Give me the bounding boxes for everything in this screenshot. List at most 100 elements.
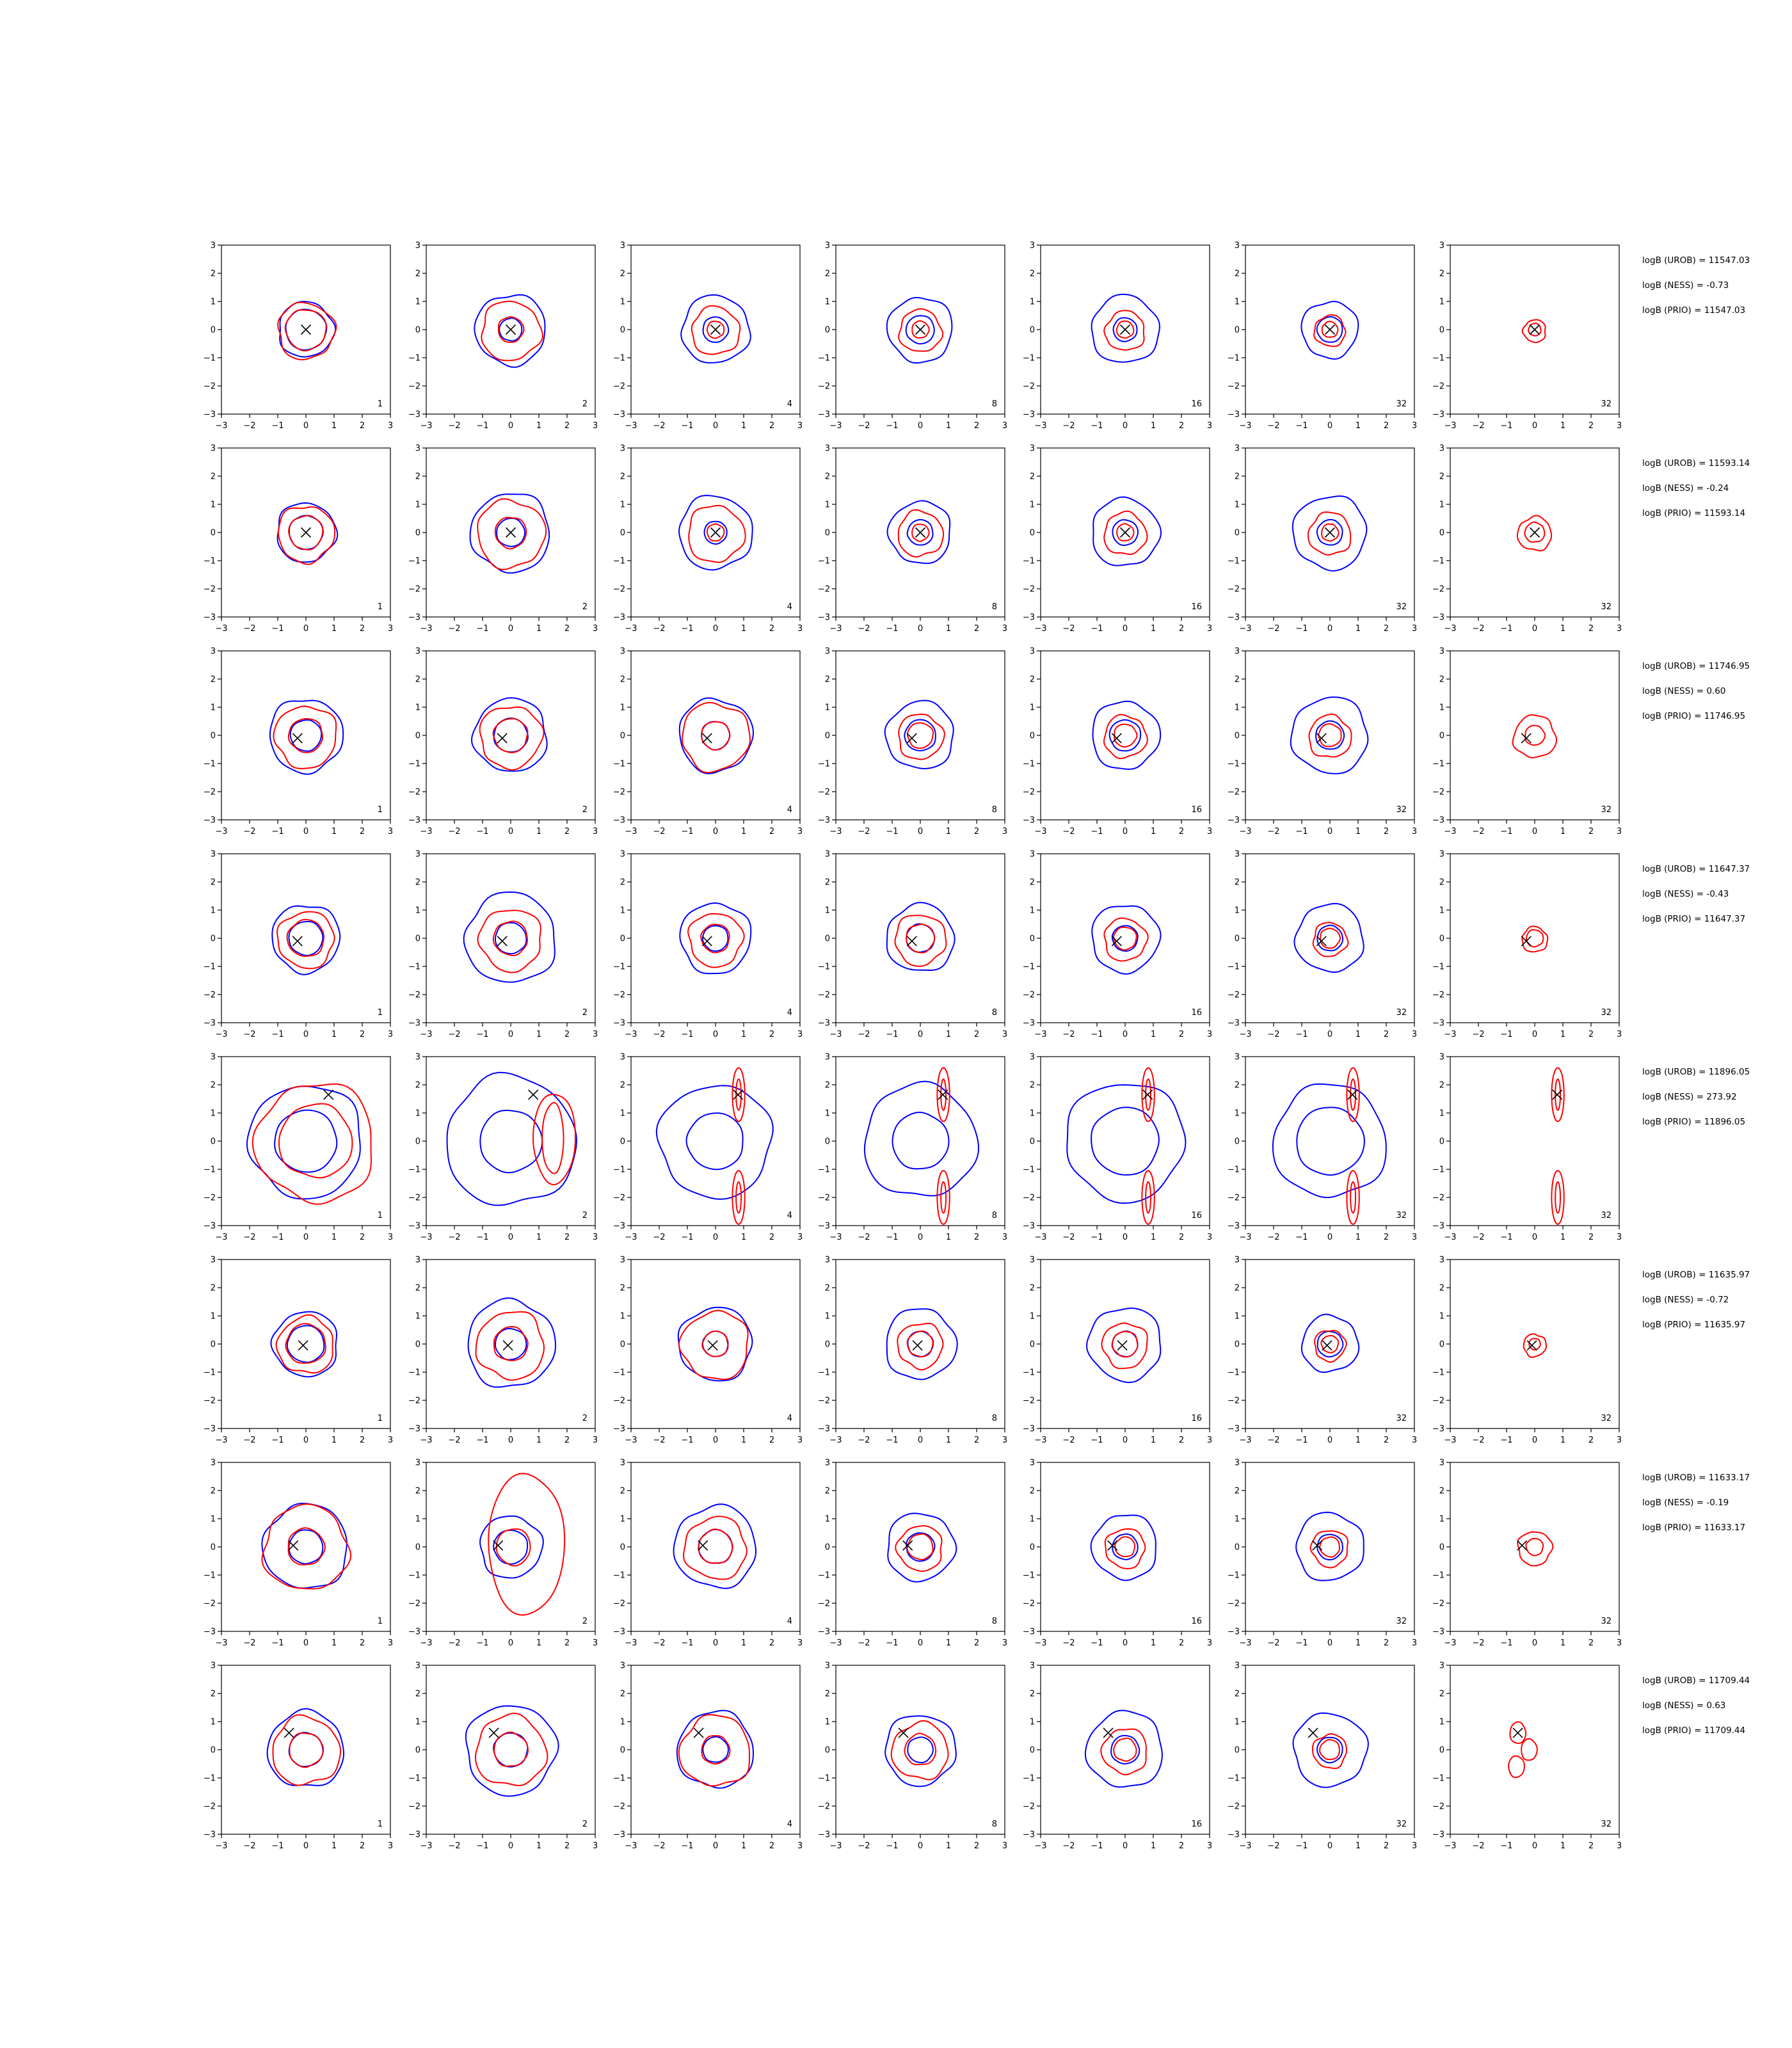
x-tick-label: 0 (1123, 624, 1128, 634)
blue-contour (673, 1503, 757, 1589)
subplot-r8-c2: −3 −2 −1 0 1 2 3 −3 −2 −1 0 1 2 3 2 (408, 1661, 598, 1852)
y-tick-label: 1 (1030, 906, 1035, 916)
true-parameter-marker (1111, 936, 1122, 947)
red-contour (474, 1713, 548, 1786)
log-bayes-ness-annotation: logB (NESS) = -0.19 (1642, 1498, 1729, 1508)
x-tick-label: −1 (476, 827, 488, 836)
log-bayes-ness-annotation: logB (NESS) = -0.43 (1642, 889, 1729, 899)
red-contour (278, 506, 336, 565)
x-tick-label: 3 (388, 1233, 393, 1242)
blue-contour (1112, 519, 1139, 547)
subplot-r8-c3: −3 −2 −1 0 1 2 3 −3 −2 −1 0 1 2 3 4 (613, 1661, 803, 1852)
y-tick-label: 1 (211, 906, 216, 916)
red-contour (1114, 1536, 1136, 1558)
x-tick-label: −1 (1295, 1841, 1308, 1851)
y-tick-label: 2 (415, 878, 420, 888)
true-parameter-marker (902, 1540, 913, 1551)
y-tick-label: 2 (1439, 269, 1444, 279)
y-tick-label: −2 (1432, 1599, 1444, 1609)
x-tick-label: −1 (1091, 827, 1103, 836)
red-contour (1525, 929, 1544, 948)
y-tick-label: 3 (825, 850, 830, 860)
y-tick-label: 2 (1439, 1081, 1444, 1091)
y-tick-label: 2 (620, 472, 625, 482)
red-contour (495, 1528, 531, 1567)
x-tick-label: 0 (918, 1030, 923, 1039)
y-tick-label: 0 (211, 732, 216, 741)
blue-contour (678, 495, 753, 571)
y-tick-label: 0 (825, 1137, 830, 1147)
y-tick-label: −1 (1432, 1774, 1444, 1784)
subplot-r7-c1: −3 −2 −1 0 1 2 3 −3 −2 −1 0 1 2 3 1 (204, 1459, 393, 1649)
iteration-label: 16 (1191, 1211, 1202, 1220)
x-tick-label: −2 (1472, 1638, 1484, 1648)
axes-frame (1245, 1056, 1415, 1226)
x-tick-label: 2 (769, 1233, 774, 1242)
x-tick-label: 0 (1327, 624, 1332, 634)
iteration-label: 16 (1191, 1008, 1202, 1018)
y-tick-label: −2 (204, 382, 216, 392)
y-tick-label: 0 (1235, 529, 1240, 538)
iteration-label: 1 (378, 1008, 383, 1018)
y-tick-label: 3 (1030, 647, 1035, 657)
red-contour (1116, 523, 1135, 541)
axes-frame (1450, 1665, 1620, 1835)
y-tick-label: 2 (825, 1487, 830, 1496)
y-tick-label: 2 (620, 1081, 625, 1091)
true-parameter-marker (1529, 527, 1540, 538)
x-tick-label: −3 (215, 827, 227, 836)
x-tick-label: −3 (1444, 1436, 1456, 1445)
x-tick-label: 3 (1207, 1841, 1212, 1851)
x-tick-label: 3 (797, 827, 803, 836)
y-tick-label: −2 (613, 788, 625, 797)
log-bayes-urob-annotation: logB (UROB) = 11647.37 (1642, 864, 1750, 874)
true-parameter-marker (898, 1727, 909, 1738)
y-tick-label: 3 (825, 1256, 830, 1265)
x-tick-label: 2 (1588, 1233, 1594, 1242)
y-tick-label: −1 (408, 1774, 420, 1784)
y-tick-label: −3 (818, 410, 830, 420)
blue-contour (1112, 317, 1138, 342)
iteration-label: 1 (378, 1820, 383, 1829)
x-tick-label: −3 (420, 1436, 432, 1445)
blue-contour (886, 902, 956, 972)
y-tick-label: 1 (1439, 1718, 1444, 1727)
y-tick-label: −1 (408, 1165, 420, 1175)
x-tick-label: 1 (332, 624, 337, 634)
y-tick-label: −3 (818, 1222, 830, 1231)
true-parameter-marker (693, 1727, 704, 1738)
x-tick-label: −2 (1267, 421, 1279, 431)
log-bayes-prio-annotation: logB (PRIO) = 11746.95 (1642, 711, 1745, 721)
x-tick-label: 0 (918, 1233, 923, 1242)
y-tick-label: 1 (1235, 500, 1240, 510)
blue-contour (679, 902, 752, 975)
x-tick-label: 0 (1123, 827, 1128, 836)
x-tick-label: −2 (1267, 1841, 1279, 1851)
x-tick-label: 2 (974, 1841, 979, 1851)
y-tick-label: 1 (825, 1515, 830, 1524)
iteration-label: 16 (1191, 1820, 1202, 1829)
x-tick-label: −1 (476, 1638, 488, 1648)
y-tick-label: 2 (1439, 675, 1444, 685)
x-tick-label: 3 (1207, 1436, 1212, 1445)
subplot-r6-c6: −3 −2 −1 0 1 2 3 −3 −2 −1 0 1 2 3 32 (1228, 1256, 1417, 1446)
y-tick-label: 0 (825, 326, 830, 335)
blue-contour (892, 1112, 950, 1170)
iteration-label: 1 (378, 602, 383, 612)
y-tick-label: −1 (204, 1571, 216, 1581)
x-tick-label: 0 (1123, 421, 1128, 431)
y-tick-label: 2 (415, 1487, 420, 1496)
x-tick-label: −3 (420, 421, 432, 431)
y-tick-label: −1 (1432, 760, 1444, 769)
y-tick-label: 1 (1235, 703, 1240, 713)
iteration-label: 2 (582, 399, 588, 409)
x-tick-label: 3 (797, 1638, 803, 1648)
x-tick-label: 1 (332, 1436, 337, 1445)
true-parameter-marker (284, 1727, 294, 1738)
y-tick-label: 2 (211, 878, 216, 888)
red-contour (1346, 1067, 1360, 1123)
y-tick-label: 2 (825, 675, 830, 685)
x-tick-label: −3 (1034, 421, 1046, 431)
red-contour (286, 918, 325, 957)
blue-contour (1272, 1083, 1387, 1199)
